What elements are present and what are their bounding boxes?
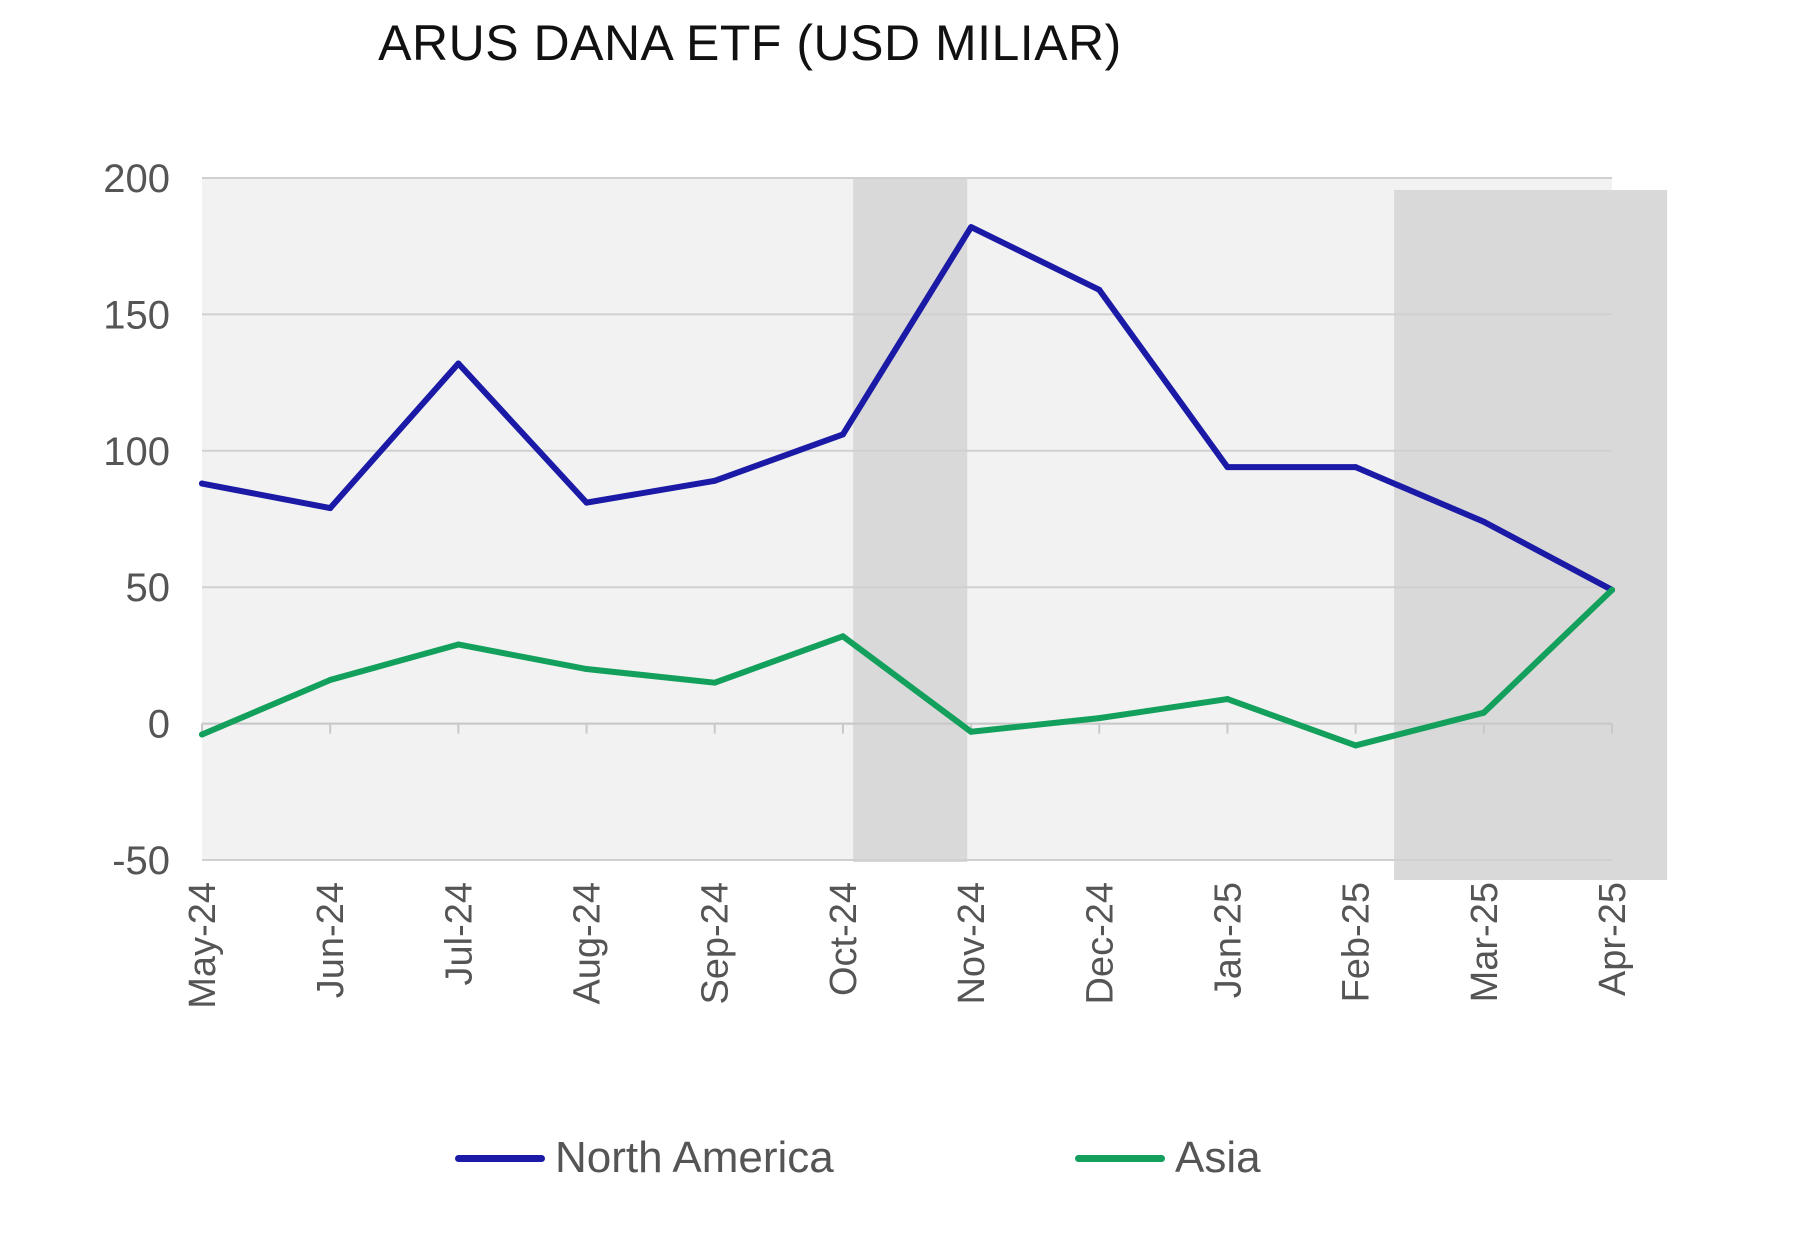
x-tick-label: Jul-24: [438, 882, 480, 986]
data-point-asia: [839, 633, 846, 640]
x-tick-label: Jun-24: [310, 882, 352, 998]
data-point-north-america: [1096, 286, 1103, 293]
x-tick-label: Mar-25: [1464, 882, 1506, 1002]
x-axis-ticks: May-24 Jun-24 Jul-24 Aug-24 Sep-24 Oct-24 Nov-…: [182, 882, 1634, 1009]
shaded-period-1: [853, 178, 968, 862]
x-tick-label: May-24: [182, 882, 224, 1009]
x-tick-label: Jan-25: [1207, 882, 1249, 998]
y-tick-label: 0: [148, 703, 170, 747]
data-point-north-america: [711, 477, 718, 484]
data-point-asia: [968, 728, 975, 735]
legend-label-north-america: North America: [555, 1133, 834, 1182]
x-tick-label: Oct-24: [823, 882, 865, 996]
legend-swatch-north-america: [455, 1154, 545, 1162]
data-point-asia: [327, 676, 334, 683]
data-point-north-america: [839, 431, 846, 438]
y-axis-ticks: 200 150 100 50 0 -50: [103, 157, 170, 883]
shaded-periods: [853, 178, 1668, 880]
legend-item-asia: Asia: [1075, 1128, 1261, 1188]
y-tick-label: 150: [103, 293, 170, 337]
data-point-north-america: [1224, 464, 1231, 471]
data-point-north-america: [583, 499, 590, 506]
data-point-asia: [1480, 709, 1487, 716]
data-point-north-america: [327, 505, 334, 512]
y-tick-label: 200: [103, 157, 170, 201]
legend-item-north-america: North America: [455, 1128, 834, 1188]
chart-title: ARUS DANA ETF (USD MILIAR): [378, 15, 1122, 71]
data-point-asia: [455, 641, 462, 648]
data-point-asia: [1224, 696, 1231, 703]
data-point-asia: [711, 679, 718, 686]
x-tick-label: Feb-25: [1336, 882, 1378, 1002]
legend: North America Asia: [0, 1128, 1796, 1188]
data-point-asia: [1609, 586, 1615, 593]
grid-lines: [201, 177, 1613, 861]
x-tick-label: Apr-25: [1592, 882, 1634, 996]
data-point-north-america: [1352, 464, 1359, 471]
x-tick-label: Sep-24: [695, 882, 737, 1005]
y-tick-label: 100: [103, 430, 170, 474]
series-line-north-america: [199, 224, 1615, 593]
x-tick-label: Nov-24: [951, 882, 993, 1005]
shaded-period-2: [1394, 190, 1668, 880]
x-tick-label: Aug-24: [567, 882, 609, 1005]
data-point-asia: [583, 666, 590, 673]
data-point-asia: [1352, 742, 1359, 749]
data-point-north-america: [968, 224, 975, 231]
y-tick-label: 50: [126, 566, 171, 610]
data-point-asia: [199, 731, 205, 738]
data-point-asia: [1096, 715, 1103, 722]
data-point-north-america: [199, 480, 205, 487]
legend-label-asia: Asia: [1175, 1133, 1261, 1182]
series-lines: [199, 224, 1615, 749]
legend-swatch-asia: [1075, 1154, 1165, 1162]
data-point-north-america: [1480, 518, 1487, 525]
y-tick-label: -50: [112, 839, 170, 883]
series-line-asia: [199, 586, 1615, 749]
data-point-north-america: [455, 360, 462, 367]
x-tick-label: Dec-24: [1079, 882, 1121, 1005]
